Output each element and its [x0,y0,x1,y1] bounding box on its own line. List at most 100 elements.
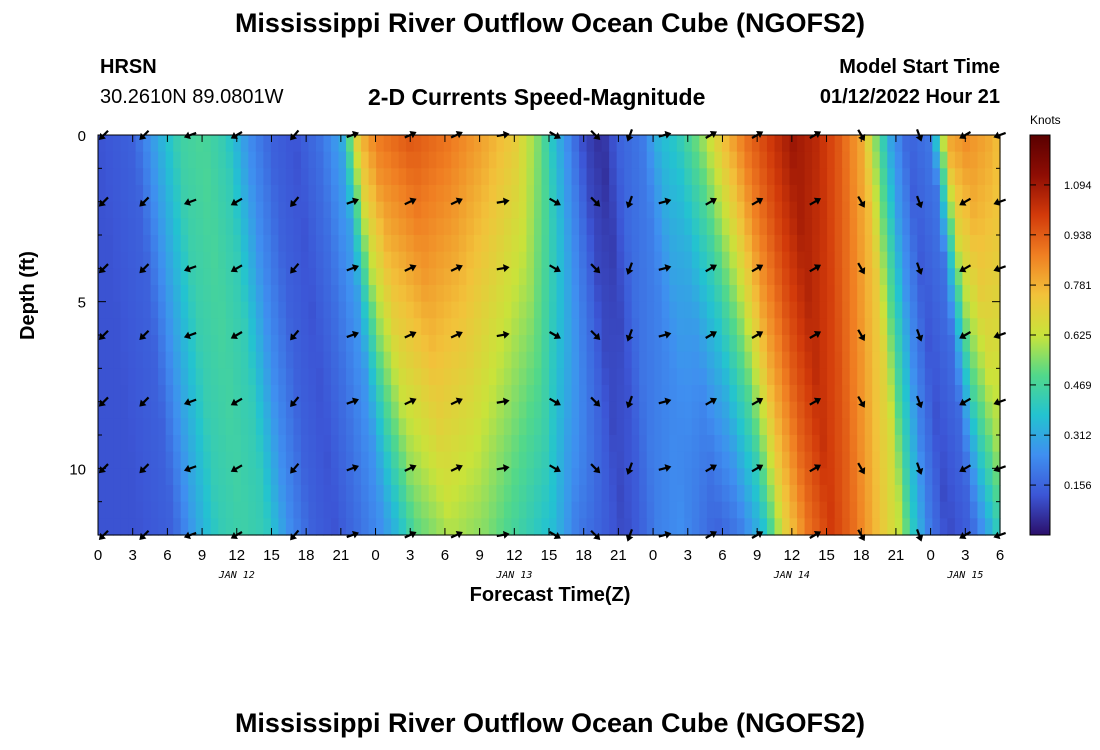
heatmap-cell [391,518,400,536]
heatmap-cell [361,435,370,453]
heatmap-cell [782,151,791,169]
heatmap-cell [624,201,633,219]
heatmap-cell [616,201,625,219]
heatmap-cell [533,451,543,469]
heatmap-cell [248,201,257,219]
heatmap-cell [586,235,595,253]
heatmap-cell [105,518,114,536]
heatmap-cell [887,318,896,336]
heatmap-cell [864,418,873,436]
heatmap-cell [188,485,197,503]
heatmap-cell [932,501,941,519]
heatmap-cell [203,418,212,436]
heatmap-cell [233,168,242,186]
heatmap-cell [684,368,693,386]
x-tick-label: 15 [541,547,558,564]
heatmap-cell [218,368,227,386]
heatmap-cell [128,285,137,303]
colorbar-tick-label: 0.469 [1064,380,1092,392]
heatmap-cell [165,268,174,286]
heatmap-cell [428,135,437,153]
heatmap-cell [789,418,798,436]
heatmap-cell [751,185,761,203]
heatmap-cell [564,335,573,353]
heatmap-cell [413,485,422,503]
heatmap-cell [744,135,753,153]
heatmap-cell [323,168,332,186]
heatmap-cell [300,168,310,186]
y-axis-label: Depth (ft) [17,251,39,340]
heatmap-cell [518,251,528,269]
heatmap-cell [188,168,197,186]
heatmap-cell [255,351,264,369]
heatmap-cell [654,485,663,503]
heatmap-cell [451,418,460,436]
heatmap-cell [759,235,768,253]
heatmap-cell [857,518,866,536]
heatmap-cell [481,235,490,253]
heatmap-cell [180,518,189,536]
heatmap-cell [744,385,753,403]
heatmap-cell [458,285,467,303]
heatmap-cell [969,335,979,353]
heatmap-cell [699,268,708,286]
heatmap-cell [736,301,746,319]
heatmap-cell [421,135,430,153]
current-arrow [139,329,150,340]
heatmap-cell [436,401,445,419]
heatmap-cell [383,435,392,453]
heatmap-cell [511,201,520,219]
heatmap-cell [496,318,505,336]
current-arrow [290,329,300,341]
heatmap-cell [872,418,881,436]
heatmap-cell [676,185,685,203]
heatmap-cell [744,518,753,536]
heatmap-cell [834,385,843,403]
heatmap-cell [729,201,738,219]
heatmap-cell [579,151,588,169]
heatmap-cell [842,185,851,203]
heatmap-cell [849,401,858,419]
current-arrow [230,264,243,273]
heatmap-cell [338,518,347,536]
heatmap-cell [300,418,310,436]
heatmap-cell [857,301,866,319]
heatmap-cell [270,168,279,186]
heatmap-cell [564,368,573,386]
heatmap-cell [158,318,167,336]
heatmap-cell [346,285,355,303]
heatmap-cell [128,151,137,169]
heatmap-cell [661,201,670,219]
heatmap-cell [451,385,460,403]
heatmap-cell [361,168,370,186]
heatmap-cell [195,368,204,386]
heatmap-cell [105,185,114,203]
heatmap-cell [150,451,159,469]
heatmap-cell [616,368,625,386]
heatmap-cell [481,351,490,369]
heatmap-cell [203,485,212,503]
heatmap-cell [729,268,738,286]
heatmap-cell [736,368,746,386]
heatmap-cell [458,451,467,469]
heatmap-cell [639,201,648,219]
heatmap-cell [496,451,505,469]
heatmap-cell [857,151,866,169]
heatmap-cell [782,485,791,503]
heatmap-cell [203,318,212,336]
heatmap-cell [639,401,648,419]
heatmap-cell [962,335,971,353]
heatmap-cell [541,185,550,203]
heatmap-cell [406,518,415,536]
heatmap-cell [909,285,918,303]
heatmap-cell [98,401,107,419]
heatmap-cell [180,385,189,403]
heatmap-cell [759,418,768,436]
heatmap-cell [894,301,903,319]
heatmap-cell [338,335,347,353]
heatmap-cell [481,401,490,419]
heatmap-cell [278,401,287,419]
heatmap-cell [218,485,227,503]
heatmap-cell [842,451,851,469]
heatmap-cell [203,301,212,319]
